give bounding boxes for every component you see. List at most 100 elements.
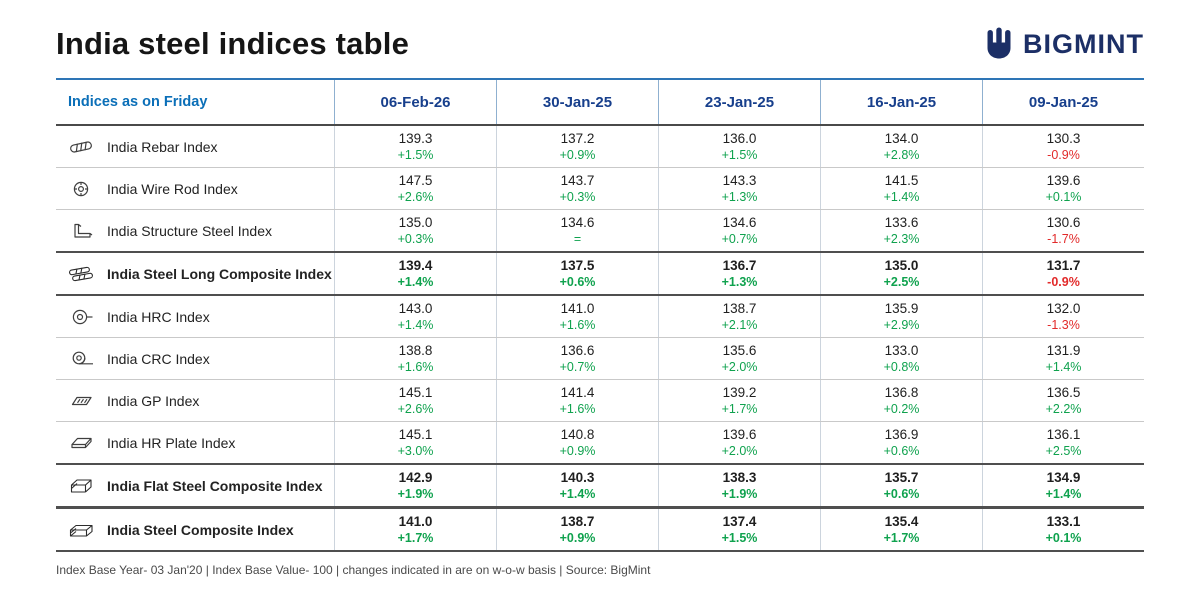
value-cell: 137.5 +0.6% (496, 253, 658, 294)
index-value: 142.9 (398, 469, 433, 485)
index-change: +1.6% (559, 402, 596, 417)
index-name: India Structure Steel Index (107, 222, 272, 239)
column-header-indices: Indices as on Friday (68, 94, 208, 110)
table-row: India HR Plate Index 145.1 +3.0% 140.8 +0.9%… (56, 422, 1144, 464)
index-name-cell: India Flat Steel Composite Index (56, 465, 334, 506)
value-cell: 135.6 +2.0% (658, 338, 820, 379)
index-change: +0.3% (397, 232, 434, 247)
index-change: -0.9% (1047, 275, 1080, 290)
index-value: 137.4 (722, 513, 757, 529)
index-change: +1.6% (559, 318, 596, 333)
index-change: +1.7% (397, 531, 434, 546)
index-value: 147.5 (398, 172, 433, 188)
index-change: +2.9% (883, 318, 920, 333)
table-row: India Wire Rod Index 147.5 +2.6% 143.7 +0.3%… (56, 168, 1144, 210)
value-cell: 140.8 +0.9% (496, 422, 658, 463)
wire-rod-icon (68, 181, 94, 197)
index-change: +1.4% (883, 190, 920, 205)
crc-coil-icon (68, 351, 94, 367)
index-change: +1.3% (721, 190, 758, 205)
index-value: 136.9 (884, 426, 919, 442)
value-cell: 143.3 +1.3% (658, 168, 820, 209)
long-steel-icon (68, 266, 94, 282)
value-cell: 139.3 +1.5% (334, 126, 496, 167)
column-header-date-5: 09-Jan-25 (982, 80, 1144, 124)
value-cell: 136.0 +1.5% (658, 126, 820, 167)
value-cell: 131.9 +1.4% (982, 338, 1144, 379)
index-value: 133.6 (884, 214, 919, 230)
index-change: +1.9% (397, 487, 434, 502)
index-value: 135.0 (884, 257, 919, 273)
index-change: +1.7% (883, 531, 920, 546)
index-change: +1.4% (397, 275, 434, 290)
page-header: India steel indices table BIGMINT (48, 0, 1152, 78)
index-value: 136.0 (722, 130, 757, 146)
column-header-date-3: 23-Jan-25 (658, 80, 820, 124)
index-name-cell: India HR Plate Index (56, 422, 334, 463)
index-change: +0.9% (559, 148, 596, 163)
value-cell: 141.0 +1.6% (496, 296, 658, 337)
index-change: -0.9% (1047, 148, 1080, 163)
index-value: 136.6 (560, 342, 595, 358)
value-cell: 142.9 +1.9% (334, 465, 496, 506)
index-change: = (573, 232, 582, 247)
value-cell: 141.5 +1.4% (820, 168, 982, 209)
value-cell: 138.8 +1.6% (334, 338, 496, 379)
index-value: 133.0 (884, 342, 919, 358)
index-change: +1.4% (1045, 360, 1082, 375)
column-header-date-2: 30-Jan-25 (496, 80, 658, 124)
index-value: 134.0 (884, 130, 919, 146)
value-cell: 137.2 +0.9% (496, 126, 658, 167)
index-value: 141.5 (884, 172, 919, 188)
index-change: +1.3% (721, 275, 758, 290)
table-row: India Flat Steel Composite Index 142.9 +1.… (56, 463, 1144, 508)
index-change: +1.4% (397, 318, 434, 333)
index-value: 135.4 (884, 513, 919, 529)
index-change: +0.1% (1045, 531, 1082, 546)
index-value: 135.7 (884, 469, 919, 485)
index-name: India HRC Index (107, 308, 210, 325)
value-cell: 139.4 +1.4% (334, 253, 496, 294)
rebar-icon (68, 139, 94, 155)
index-value: 139.4 (398, 257, 433, 273)
hrc-coil-icon (68, 309, 94, 325)
index-value: 141.4 (560, 384, 595, 400)
index-change: +0.7% (721, 232, 758, 247)
index-change: +0.9% (559, 444, 596, 459)
index-change: +0.8% (883, 360, 920, 375)
index-value: 134.9 (1046, 469, 1081, 485)
table-body: India Rebar Index 139.3 +1.5% 137.2 +0.9% 136… (56, 126, 1144, 552)
index-value: 136.7 (722, 257, 757, 273)
page-title: India steel indices table (56, 26, 410, 61)
index-change: +2.2% (1045, 402, 1082, 417)
index-change: +2.0% (721, 360, 758, 375)
value-cell: 133.0 +0.8% (820, 338, 982, 379)
index-change: +1.7% (721, 402, 758, 417)
index-value: 130.6 (1046, 214, 1081, 230)
value-cell: 130.6 -1.7% (982, 210, 1144, 251)
bigmint-logo-text: BIGMINT (1023, 28, 1144, 59)
value-cell: 147.5 +2.6% (334, 168, 496, 209)
value-cell: 135.9 +2.9% (820, 296, 982, 337)
index-value: 139.6 (722, 426, 757, 442)
index-name: India Rebar Index (107, 138, 218, 155)
index-value: 136.1 (1046, 426, 1081, 442)
value-cell: 133.6 +2.3% (820, 210, 982, 251)
index-value: 138.7 (560, 513, 595, 529)
value-cell: 134.9 +1.4% (982, 465, 1144, 506)
value-cell: 135.0 +2.5% (820, 253, 982, 294)
table-row: India Steel Composite Index 141.0 +1.7% 138… (56, 507, 1144, 552)
index-value: 137.5 (560, 257, 595, 273)
index-value: 145.1 (398, 426, 433, 442)
value-cell: 138.7 +2.1% (658, 296, 820, 337)
value-cell: 131.7 -0.9% (982, 253, 1144, 294)
value-cell: 137.4 +1.5% (658, 509, 820, 550)
index-value: 138.7 (722, 300, 757, 316)
table-row: India CRC Index 138.8 +1.6% 136.6 +0.7% 135.6… (56, 338, 1144, 380)
index-value: 143.0 (398, 300, 433, 316)
index-value: 140.8 (560, 426, 595, 442)
index-value: 131.9 (1046, 342, 1081, 358)
bigmint-logo: BIGMINT (984, 27, 1144, 61)
value-cell: 135.0 +0.3% (334, 210, 496, 251)
index-change: +1.5% (721, 148, 758, 163)
